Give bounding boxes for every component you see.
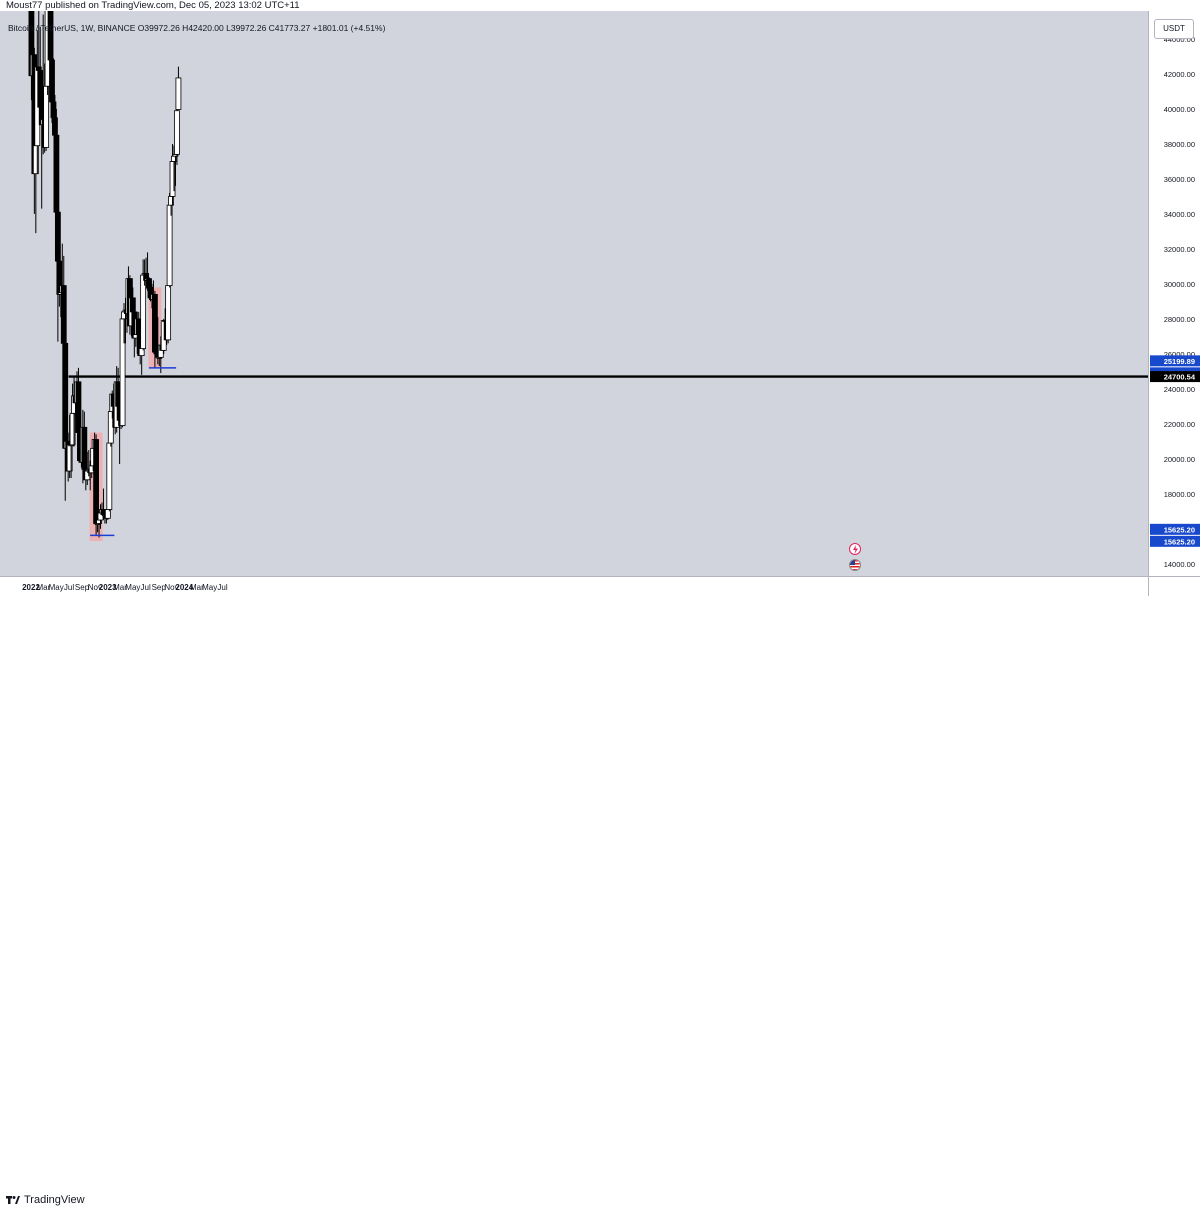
time-tick-label: Nov xyxy=(88,583,102,592)
price-tick-label: 30000.00 xyxy=(1164,280,1195,289)
price-marker-label: 15625.20 xyxy=(1164,537,1195,546)
candle-up xyxy=(175,77,182,110)
time-tick-label: Jul xyxy=(217,583,227,592)
time-tick-label: Sep xyxy=(152,583,167,592)
candle-down xyxy=(54,211,61,262)
price-tick-label: 26000.00 xyxy=(1164,350,1195,359)
price-marker-label: 15625.20 xyxy=(1164,525,1195,534)
candle-down xyxy=(37,70,44,108)
time-scale[interactable]: 2022 Mar May Jul Sep Nov 2023 Mar May Jul Sep Nov 20… xyxy=(0,576,1148,596)
price-tick-label: 40000.00 xyxy=(1164,105,1195,114)
scale-corner xyxy=(1148,576,1200,596)
price-tick-label: 44000.00 xyxy=(1164,35,1195,44)
price-axis: 14000.0016000.0018000.0020000.0022000.00… xyxy=(1150,35,1200,569)
price-tick-label: 18000.00 xyxy=(1164,490,1195,499)
price-tick-label: 14000.00 xyxy=(1164,560,1195,569)
price-tick-label: 32000.00 xyxy=(1164,245,1195,254)
candle-down xyxy=(60,285,67,344)
publisher-bar: Moust77 published on TradingView.com, De… xyxy=(0,0,1200,11)
time-tick-label: Sep xyxy=(75,583,90,592)
time-tick-label: May xyxy=(125,583,140,592)
candle-up xyxy=(165,285,172,341)
candle-up xyxy=(140,274,147,350)
price-tick-label: 20000.00 xyxy=(1164,455,1195,464)
candle-down xyxy=(47,11,54,61)
tradingview-brand: TradingView xyxy=(24,1194,85,1206)
published-caption: Moust77 published on TradingView.com, De… xyxy=(6,0,300,11)
time-tick-label: 2024 xyxy=(175,583,193,592)
tradingview-logo[interactable]: TradingView xyxy=(6,1194,85,1206)
price-marker xyxy=(1150,371,1200,383)
time-tick-label: Mar xyxy=(113,583,127,592)
price-tick-label: 28000.00 xyxy=(1164,315,1195,324)
time-tick-label: May xyxy=(49,583,64,592)
price-marker xyxy=(1150,523,1200,535)
price-tick-label: 38000.00 xyxy=(1164,140,1195,149)
time-tick-label: Jul xyxy=(64,583,74,592)
time-tick-label: May xyxy=(202,583,217,592)
symbol-legend[interactable]: Bitcoin / TetherUS, 1W, BINANCE O39972.2… xyxy=(8,23,386,33)
time-tick-label: Jul xyxy=(141,583,151,592)
price-marker-label: 25199.89 xyxy=(1164,357,1195,366)
time-tick-label: 2022 xyxy=(22,583,40,592)
candle-down xyxy=(53,134,60,213)
price-tick-label: 22000.00 xyxy=(1164,420,1195,429)
price-tick-label: 24000.00 xyxy=(1164,385,1195,394)
candle-up xyxy=(166,204,173,287)
candle-up xyxy=(43,85,50,148)
tradingview-logo-icon xyxy=(6,1195,20,1205)
candlestick-chart xyxy=(28,11,1148,542)
us-flag-icon[interactable] xyxy=(849,559,861,571)
time-tick-label: Nov xyxy=(164,583,178,592)
footer: TradingView xyxy=(0,596,1200,1206)
price-marker-label: 24700.54 xyxy=(1164,373,1196,382)
price-scale[interactable]: 14000.0016000.0018000.0020000.0022000.00… xyxy=(1148,11,1200,576)
time-tick-label: Mar xyxy=(190,583,204,592)
price-marker xyxy=(1150,355,1200,367)
candle-up xyxy=(174,110,180,155)
time-tick-label: Mar xyxy=(36,583,50,592)
candle-up xyxy=(106,442,113,510)
time-tick-label: 2023 xyxy=(99,583,117,592)
price-tick-label: 42000.00 xyxy=(1164,70,1195,79)
price-tick-label: 34000.00 xyxy=(1164,210,1195,219)
price-marker xyxy=(1150,535,1200,547)
currency-button[interactable]: USDT xyxy=(1154,19,1194,39)
lightning-icon[interactable] xyxy=(849,543,861,555)
price-tick-label: 36000.00 xyxy=(1164,175,1195,184)
chart-plot-area[interactable]: Bitcoin / TetherUS, 1W, BINANCE O39972.2… xyxy=(0,11,1148,576)
